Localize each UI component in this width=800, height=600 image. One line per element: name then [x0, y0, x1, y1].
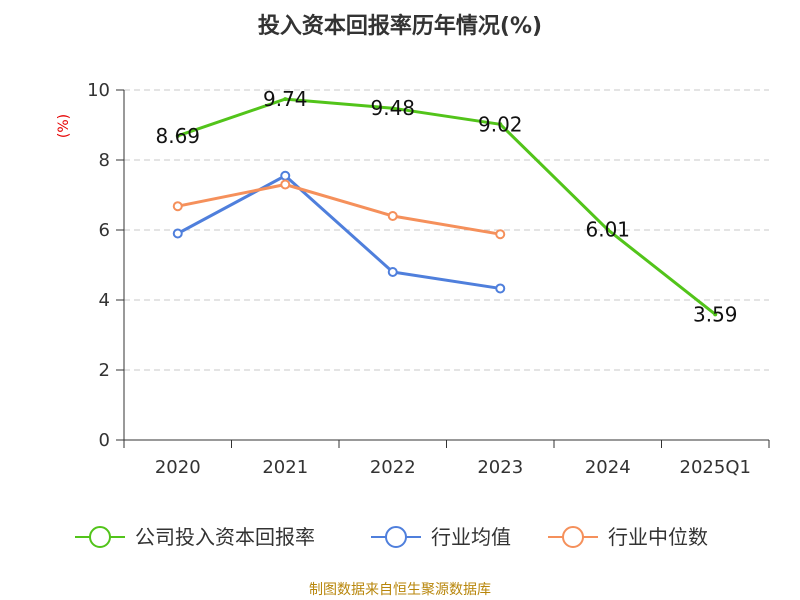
- legend-item: 行业均值: [371, 525, 511, 549]
- legend-item: 公司投入资本回报率: [75, 525, 315, 549]
- y-tick-label: 0: [99, 430, 110, 451]
- y-tick-label: 2: [99, 360, 110, 381]
- source-note: 制图数据来自恒生聚源数据库: [309, 582, 491, 598]
- data-label: 8.69: [155, 124, 200, 148]
- series-0: [175, 97, 718, 317]
- data-point: [172, 201, 183, 212]
- x-tick-label: 2023: [477, 457, 523, 478]
- legend-item: 行业中位数: [548, 525, 708, 549]
- data-point: [713, 312, 718, 317]
- data-point: [280, 170, 291, 181]
- data-point: [387, 267, 398, 277]
- series-line: [177, 174, 501, 290]
- legend-label: 公司投入资本回报率: [135, 525, 315, 549]
- x-tick-label: 2020: [155, 457, 201, 478]
- y-tick-label: 6: [99, 220, 110, 241]
- legend-label: 行业均值: [431, 525, 511, 549]
- y-tick-label: 10: [87, 80, 110, 101]
- legend-marker: [562, 526, 584, 548]
- x-tick-label: 2024: [585, 457, 631, 478]
- data-point: [280, 179, 291, 190]
- x-tick-label: 2022: [370, 457, 416, 478]
- x-tick-label: 2021: [262, 457, 308, 478]
- y-tick-label: 8: [99, 150, 110, 171]
- legend-label: 行业中位数: [608, 525, 708, 549]
- x-tick-label: 2025Q1: [680, 457, 751, 478]
- y-axis-label: (%): [56, 114, 72, 138]
- data-point: [283, 97, 288, 102]
- y-tick-label: 4: [99, 290, 110, 311]
- data-label: 6.01: [585, 218, 630, 242]
- data-point: [387, 211, 398, 221]
- axes: 0 2 4 6 8 10 2020 2021 2022 2023 2024 2025Q1: [87, 80, 770, 478]
- gridlines: [124, 89, 769, 371]
- data-labels: 8.69 9.74 9.48 9.02 6.01 3.59: [155, 87, 737, 326]
- data-point: [605, 227, 610, 232]
- data-point: [175, 133, 180, 138]
- series-line: [177, 97, 717, 316]
- chart-title: 投入资本回报率历年情况(%): [258, 13, 542, 39]
- legend-marker: [89, 526, 111, 548]
- series-line: [177, 183, 501, 236]
- data-point: [390, 106, 395, 111]
- data-point: [495, 229, 506, 240]
- data-point: [495, 283, 506, 294]
- data-label: 9.02: [478, 112, 523, 136]
- data-point: [172, 228, 183, 239]
- legend: 公司投入资本回报率 行业均值 行业中位数: [75, 525, 708, 549]
- series-2: [172, 179, 506, 240]
- data-label: 9.74: [263, 87, 308, 111]
- data-point: [498, 122, 503, 127]
- series-1: [172, 170, 506, 294]
- series-group: [172, 97, 718, 317]
- data-label: 3.59: [693, 302, 738, 326]
- legend-marker: [385, 526, 407, 548]
- data-label: 9.48: [370, 96, 415, 120]
